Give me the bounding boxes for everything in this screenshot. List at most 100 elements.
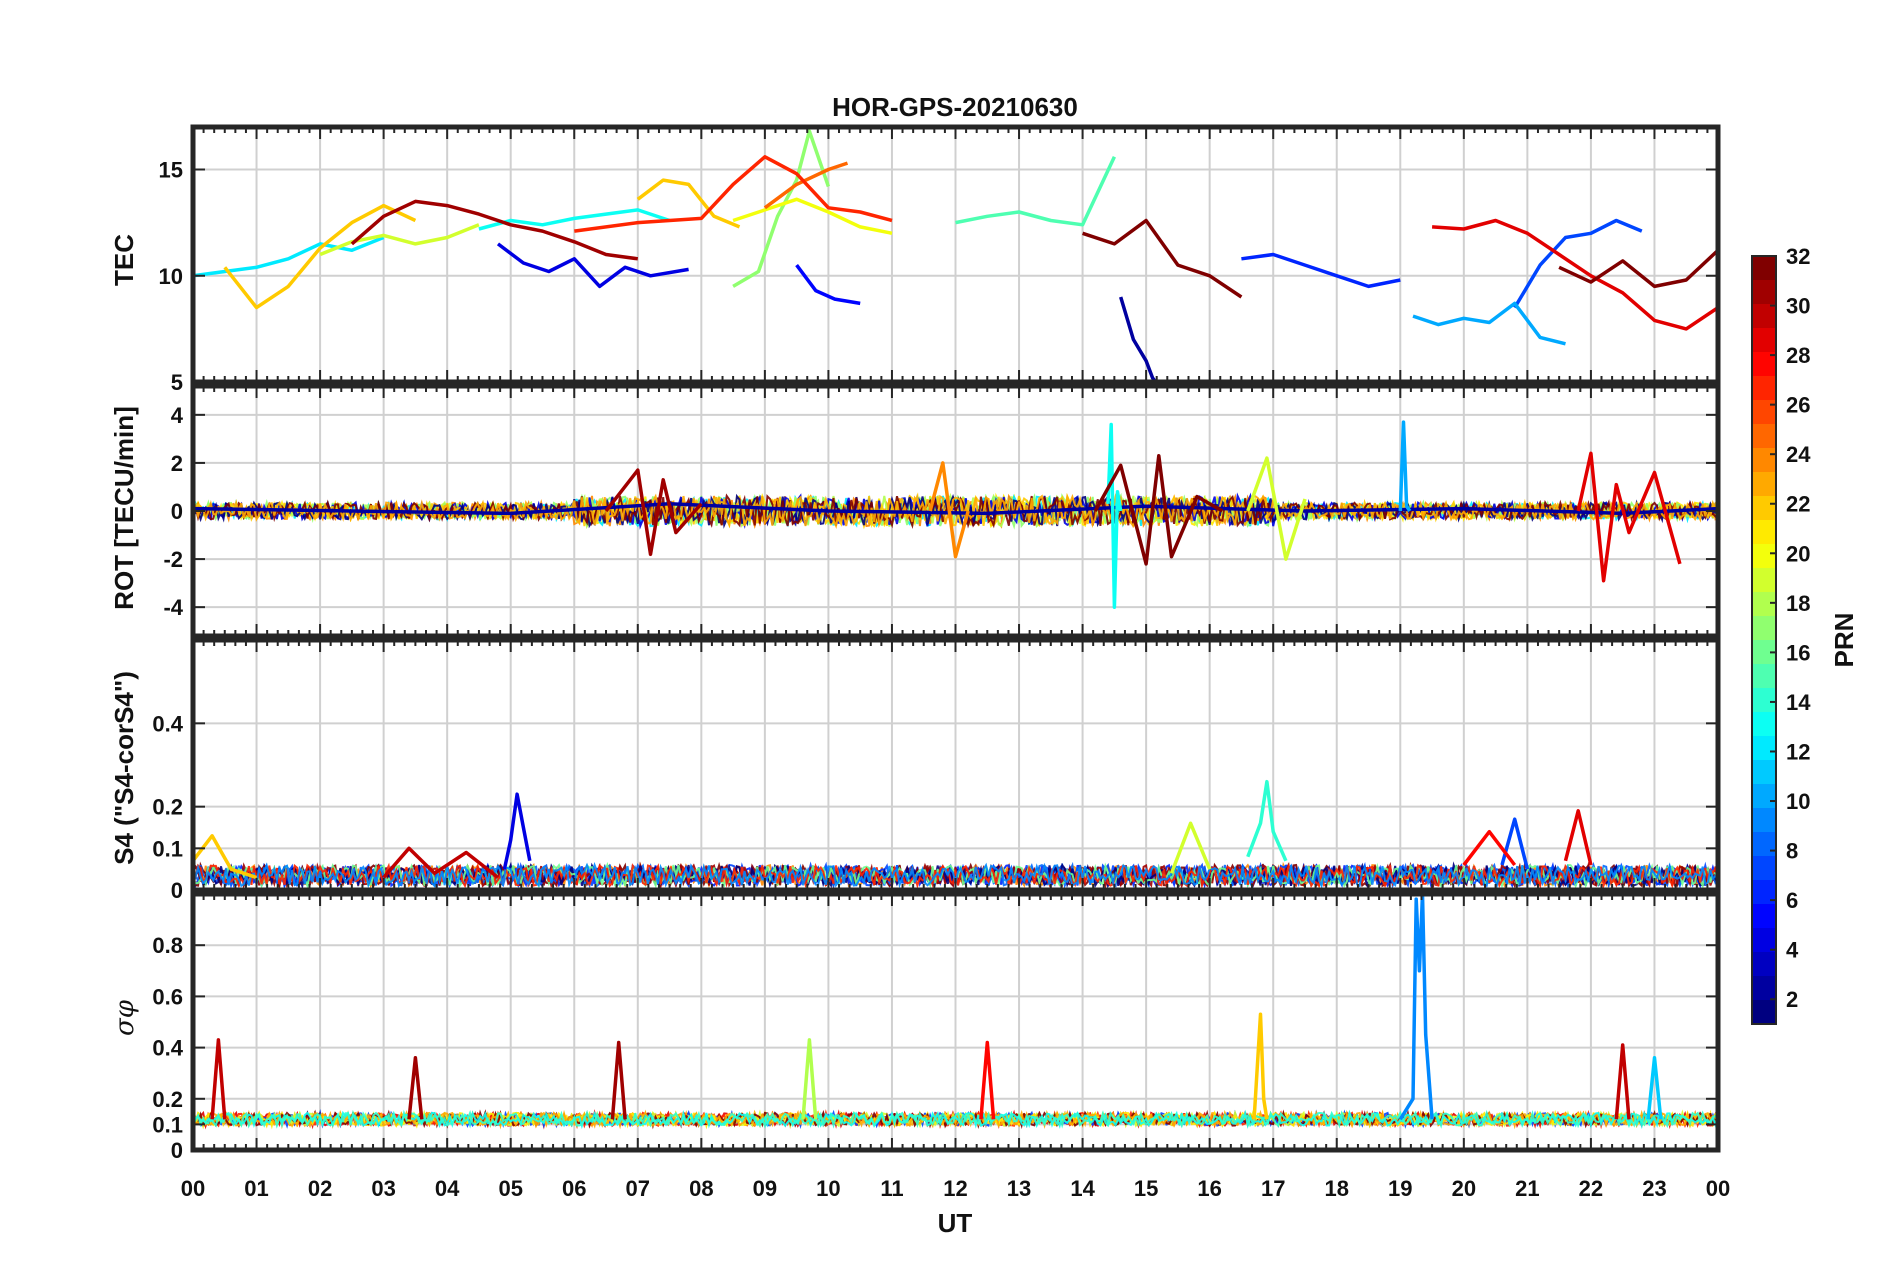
- x-tick-label: 00: [181, 1176, 205, 1201]
- x-tick-label: 21: [1515, 1176, 1539, 1201]
- x-tick-label: 18: [1325, 1176, 1349, 1201]
- x-tick-label: 00: [1706, 1176, 1730, 1201]
- x-tick-label: 16: [1197, 1176, 1221, 1201]
- colorbar-segment: [1752, 280, 1776, 305]
- series-prn-31: [407, 1056, 424, 1120]
- series-prn-28: [1462, 829, 1517, 867]
- y-tick-label: 0: [171, 1138, 183, 1163]
- colorbar-segment: [1752, 520, 1776, 545]
- colorbar-tick-label: 32: [1786, 244, 1810, 269]
- chart-title: HOR-GPS-20210630: [832, 92, 1078, 122]
- colorbar-segment: [1752, 352, 1776, 377]
- colorbar-segment: [1752, 472, 1776, 497]
- series-prn-30: [382, 846, 500, 879]
- series-prn-2: [193, 502, 1718, 516]
- y-tick-label: 10: [159, 264, 183, 289]
- y-tick-label: -2: [163, 547, 183, 572]
- x-tick-label: 13: [1007, 1176, 1031, 1201]
- series-prn-24: [928, 461, 970, 559]
- series-prn-28: [979, 1040, 996, 1120]
- x-tick-label: 03: [371, 1176, 395, 1201]
- series-prn-15: [955, 156, 1116, 227]
- x-tick-label: 09: [753, 1176, 777, 1201]
- noise-trace: [193, 493, 1718, 529]
- series-prn-22: [1252, 1012, 1269, 1120]
- colorbar-tick-label: 6: [1786, 888, 1798, 913]
- series-prn-29: [1576, 451, 1682, 583]
- colorbar-tick-label: 20: [1786, 541, 1810, 566]
- series-prn-5: [795, 264, 861, 306]
- panel-sigma-phi: 00.10.2 0.4 0.6 0.8: [152, 891, 1721, 1163]
- colorbar-segment: [1752, 328, 1776, 353]
- series-prn-30: [210, 1038, 227, 1120]
- series-prn-13: [1106, 422, 1123, 609]
- colorbar-segment: [1752, 616, 1776, 641]
- series-prn-13: [478, 208, 671, 231]
- colorbar-frame: [1751, 255, 1777, 1025]
- series-prn-19: [1169, 821, 1212, 874]
- x-tick-label: 06: [562, 1176, 586, 1201]
- y-tick-label: 0.2: [152, 795, 183, 820]
- x-tick-label: 22: [1579, 1176, 1603, 1201]
- x-tick-label: 04: [435, 1176, 460, 1201]
- colorbar-segment: [1752, 256, 1776, 281]
- colorbar-segment: [1752, 496, 1776, 521]
- noise-trace: [193, 492, 1718, 530]
- colorbar-segment: [1752, 544, 1776, 569]
- series-prn-22: [223, 203, 417, 310]
- panel-s4: 0 0.1 0.2 0.4: [152, 637, 1721, 903]
- series-prn-12: [193, 235, 385, 278]
- panel-rot: -4 -2 0 2 4: [163, 383, 1721, 639]
- colorbar-segment: [1752, 688, 1776, 713]
- series-prn-6: [1241, 252, 1401, 289]
- series-prn-25: [763, 161, 849, 210]
- y-tick-label: 0.1: [152, 836, 183, 861]
- x-tick-label: 19: [1388, 1176, 1412, 1201]
- y-tick-label: 0: [171, 878, 183, 903]
- x-tick-label: 07: [626, 1176, 650, 1201]
- x-tick-label: 11: [880, 1176, 903, 1201]
- x-tick-label: 08: [689, 1176, 713, 1201]
- y-tick-label: 0.1: [152, 1112, 183, 1137]
- x-tick-label: 14: [1070, 1176, 1095, 1201]
- colorbar-tick-label: 10: [1786, 789, 1810, 814]
- colorbar-tick-label: 14: [1786, 690, 1811, 715]
- colorbar-segment: [1752, 952, 1776, 977]
- series-prn-29: [1563, 809, 1593, 866]
- colorbar-tick-label: 4: [1786, 938, 1799, 963]
- series-prn-31: [610, 1040, 627, 1120]
- colorbar-segment: [1752, 832, 1776, 857]
- series-prn-31: [350, 199, 639, 261]
- ylabel-sigma-phi: σφ: [110, 999, 140, 1036]
- colorbar-tick-label: 24: [1786, 442, 1811, 467]
- series-prn-17: [732, 129, 831, 288]
- x-axis-label: UT: [938, 1208, 973, 1238]
- y-tick-label: 0.4: [152, 711, 183, 736]
- y-tick-label: 0: [171, 499, 183, 524]
- colorbar-segment: [1752, 928, 1776, 953]
- y-tick-label: 0.8: [152, 933, 183, 958]
- series-prn-4: [496, 242, 689, 289]
- series-prn-7: [1513, 218, 1643, 309]
- colorbar-tick-label: 28: [1786, 343, 1810, 368]
- colorbar-segment: [1752, 712, 1776, 737]
- colorbar-segment: [1752, 376, 1776, 401]
- series-prn-20: [732, 197, 893, 236]
- y-tick-label: 5: [171, 370, 183, 395]
- colorbar-segment: [1752, 976, 1776, 1001]
- series-prn-30: [1614, 1043, 1631, 1120]
- series-prn-10: [1412, 301, 1566, 346]
- y-tick-label: 4: [171, 403, 184, 428]
- series-prn-4: [502, 792, 532, 870]
- series-prn-32: [1558, 249, 1718, 289]
- colorbar-segment: [1752, 904, 1776, 929]
- colorbar-tick-label: 12: [1786, 739, 1810, 764]
- colorbar-tick-label: 18: [1786, 591, 1810, 616]
- colorbar-segment: [1752, 760, 1776, 785]
- colorbar-segment: [1752, 736, 1776, 761]
- series-prn-31: [604, 468, 703, 557]
- colorbar-segment: [1752, 1000, 1776, 1025]
- series-prn-27: [574, 155, 893, 233]
- ylabel-s4: S4 ("S4-corS4"): [109, 671, 139, 865]
